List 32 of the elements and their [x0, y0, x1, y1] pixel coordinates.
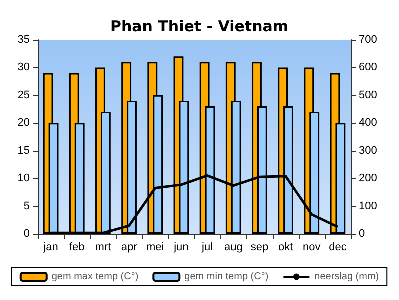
y2-tick-label: 0 [359, 228, 366, 240]
y2-tick-label: 400 [359, 117, 378, 130]
legend-label: neerslag (mm) [314, 272, 380, 282]
y2-tick-label: 700 [359, 34, 378, 46]
legend-label: gem max temp (C°) [52, 272, 139, 282]
x-tick-label: jul [201, 242, 214, 254]
y-tick-label: 30 [18, 62, 30, 74]
y-tick-label: 20 [18, 117, 30, 130]
y-tick-label: 10 [18, 172, 30, 185]
x-tick-label: jun [173, 242, 189, 254]
x-tick-label: okt [278, 242, 294, 254]
x-tick-label: jan [42, 242, 58, 254]
y-tick-label: 0 [24, 228, 30, 240]
y-tick-label: 35 [18, 34, 30, 46]
x-tick-label: mrt [95, 242, 112, 254]
legend-label: gem min temp (C°) [184, 272, 269, 282]
y-tick-label: 15 [18, 144, 30, 157]
y2-tick-label: 300 [359, 144, 378, 157]
x-tick-label: dec [329, 242, 348, 254]
x-tick-label: aug [224, 242, 243, 254]
y2-tick-label: 100 [359, 200, 378, 212]
chart-title: Phan Thiet - Vietnam [110, 18, 289, 36]
x-tick-label: sep [250, 242, 269, 254]
y2-tick-label: 600 [359, 62, 378, 74]
y-tick-label: 25 [18, 89, 30, 102]
y2-tick-label: 200 [359, 172, 378, 185]
x-tick-label: nov [303, 242, 322, 254]
x-tick-label: feb [69, 242, 85, 254]
y2-tick-label: 500 [359, 89, 378, 102]
x-tick-label: mei [146, 242, 164, 254]
y-tick-label: 5 [24, 200, 30, 212]
x-tick-label: apr [121, 242, 138, 254]
